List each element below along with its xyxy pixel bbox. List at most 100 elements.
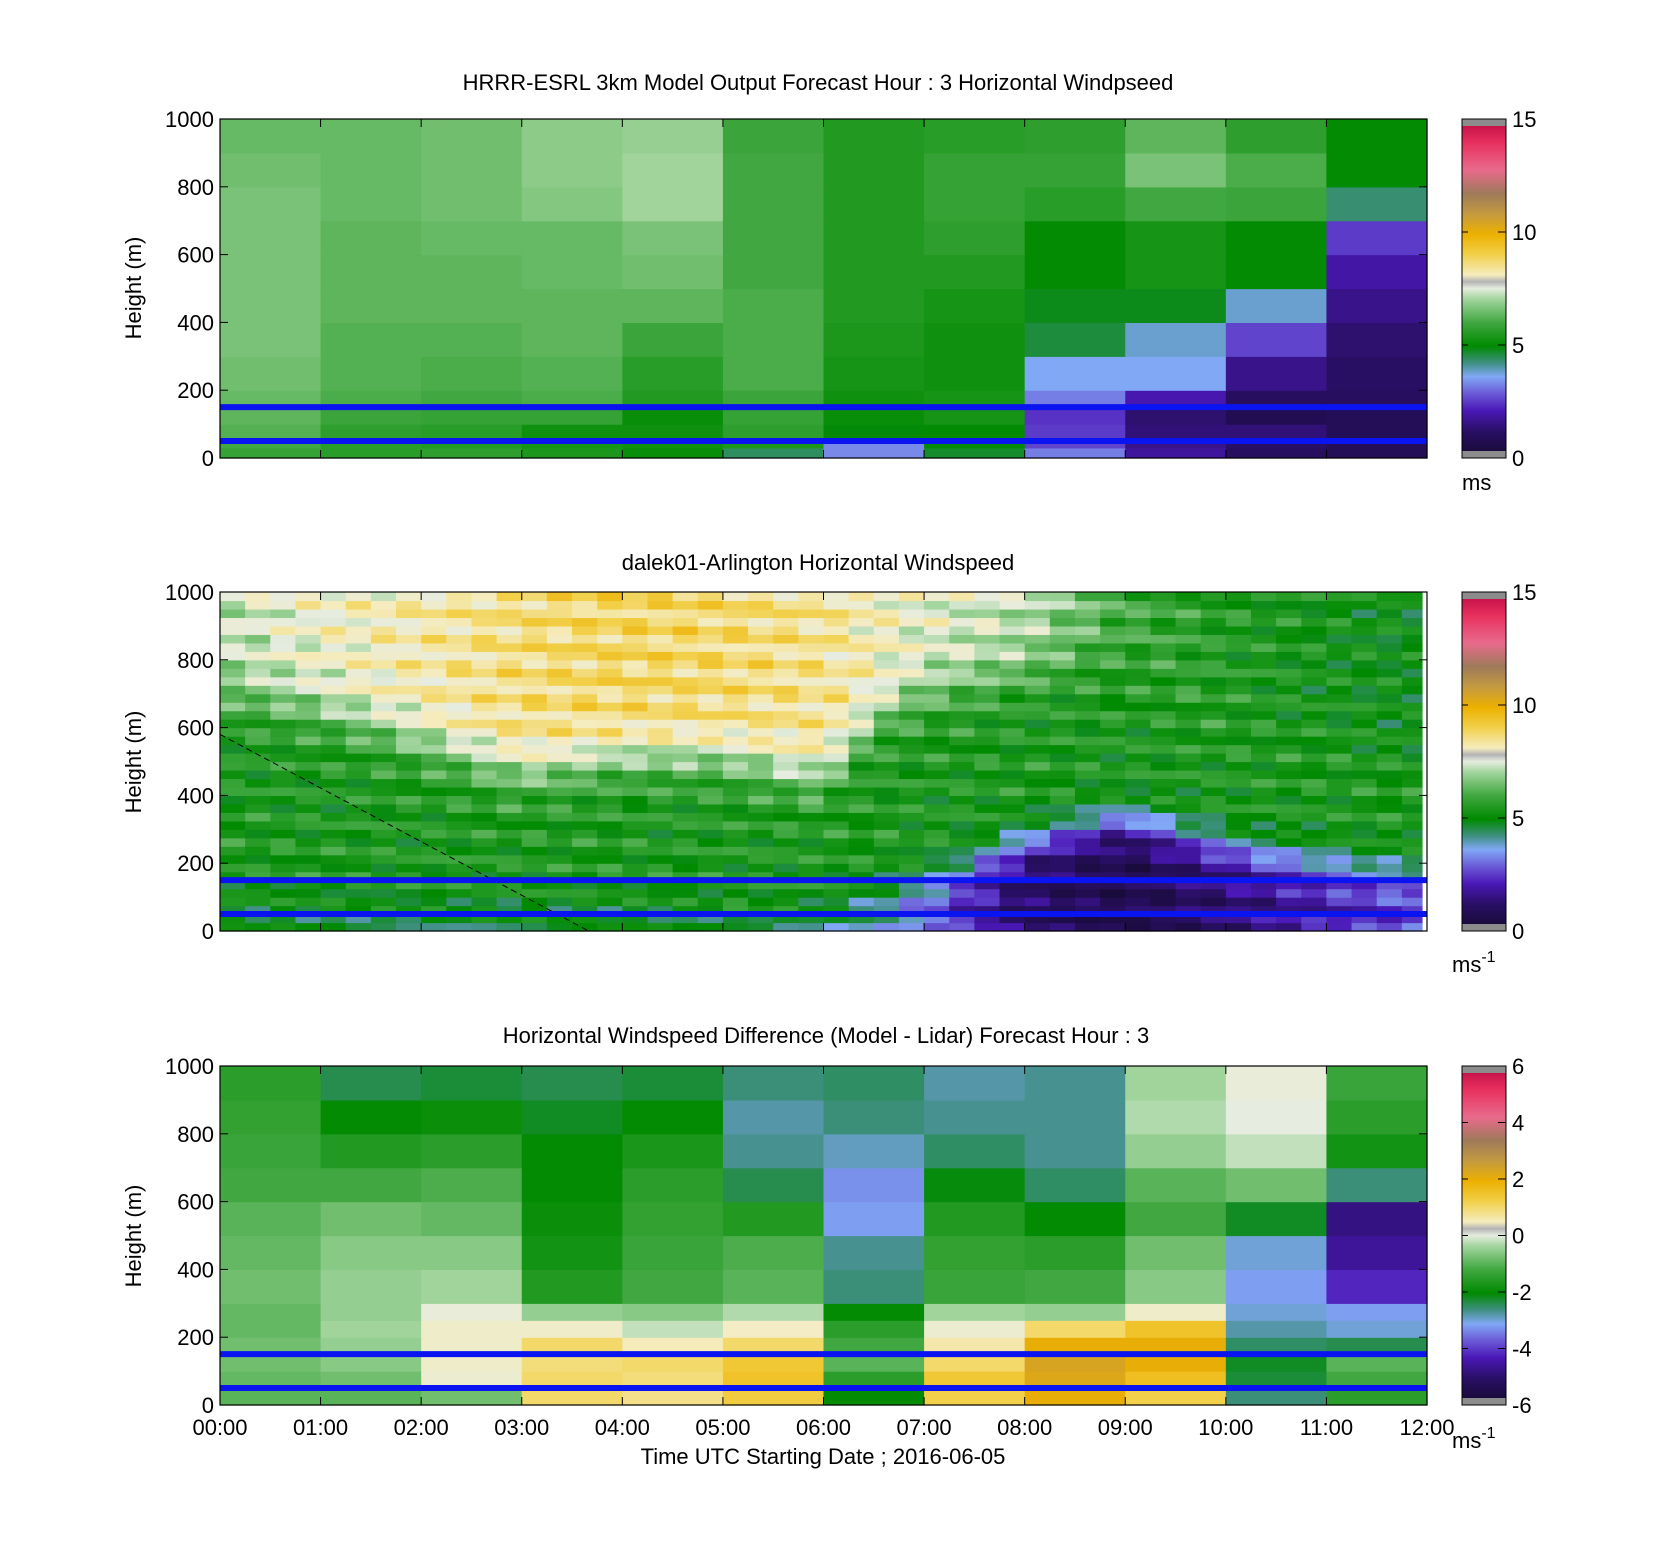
heatmap-cell	[1225, 1320, 1328, 1338]
heatmap-cell	[748, 854, 774, 864]
heatmap-cell	[320, 659, 347, 669]
heatmap-cell	[974, 736, 1001, 746]
heatmap-cell	[370, 651, 397, 661]
heatmap-cell	[1376, 871, 1403, 881]
heatmap-cell	[1125, 719, 1151, 729]
heatmap-cell	[1351, 914, 1378, 924]
heatmap-cell	[1276, 744, 1302, 754]
heatmap-cell	[697, 727, 724, 737]
heatmap-cell	[848, 888, 875, 898]
heatmap-cell	[798, 795, 825, 805]
heatmap-cell	[1326, 761, 1353, 771]
heatmap-cell	[1074, 753, 1101, 763]
heatmap-cell	[873, 608, 900, 619]
heatmap-cell	[1150, 736, 1177, 746]
heatmap-cell	[270, 761, 297, 771]
heatmap-cell	[597, 905, 623, 915]
heatmap-cell	[949, 795, 975, 805]
heatmap-cell	[773, 812, 799, 822]
heatmap-cell	[345, 769, 372, 780]
heatmap-cell	[1024, 719, 1051, 729]
heatmap-cell	[1326, 322, 1428, 357]
heatmap-cell	[773, 837, 799, 847]
heatmap-cell	[848, 880, 875, 890]
heatmap-cell	[1401, 600, 1423, 610]
heatmap-cell	[924, 702, 950, 712]
heatmap-cell	[446, 795, 473, 805]
heatmap-cell	[320, 1354, 422, 1372]
heatmap-cell	[1276, 685, 1302, 695]
heatmap-cell	[873, 778, 900, 788]
heatmap-cell	[949, 702, 975, 712]
heatmap-cell	[597, 829, 623, 839]
heatmap-cell	[798, 922, 825, 932]
heatmap-cell	[974, 702, 1001, 712]
heatmap-cell	[1024, 1099, 1126, 1135]
heatmap-cell	[572, 719, 598, 729]
x-tick-label: 03:00	[494, 1415, 549, 1440]
heatmap-cell	[572, 693, 598, 703]
heatmap-cell	[924, 812, 950, 822]
heatmap-cell	[1100, 769, 1126, 780]
heatmap-cell	[823, 1235, 925, 1270]
heatmap-cell	[1125, 407, 1227, 425]
heatmap-cell	[1326, 820, 1353, 830]
heatmap-cell	[1326, 702, 1353, 712]
heatmap-cell	[1225, 668, 1252, 678]
heatmap-cell	[848, 803, 875, 813]
heatmap-cell	[1024, 254, 1126, 290]
heatmap-cell	[320, 1303, 422, 1321]
heatmap-cell	[220, 753, 246, 763]
heatmap-cell	[1326, 659, 1353, 669]
heatmap-cell	[546, 608, 573, 619]
heatmap-cell	[345, 736, 372, 746]
heatmap-cell	[1024, 617, 1051, 627]
heatmap-cell	[295, 761, 322, 771]
heatmap-cell	[245, 642, 271, 652]
heatmap-cell	[1301, 786, 1328, 796]
heatmap-cell	[471, 914, 498, 924]
heatmap-cell	[1326, 753, 1353, 763]
heatmap-cell	[1351, 753, 1378, 763]
heatmap-cell	[1276, 871, 1302, 881]
heatmap-cell	[1351, 659, 1378, 669]
heatmap-cell	[1250, 897, 1277, 907]
heatmap-cell	[320, 753, 347, 763]
heatmap-cell	[245, 634, 271, 644]
heatmap-cell	[446, 812, 473, 822]
heatmap-cell	[1401, 719, 1423, 729]
heatmap-cell	[220, 642, 246, 652]
heatmap-cell	[1225, 753, 1252, 763]
heatmap-cell	[1125, 753, 1151, 763]
heatmap-cell	[999, 659, 1026, 669]
heatmap-cell	[320, 625, 347, 635]
heatmap-cell	[1200, 769, 1227, 780]
heatmap-cell	[597, 888, 623, 898]
heatmap-cell	[572, 710, 598, 720]
heatmap-cell	[949, 676, 975, 686]
heatmap-cell	[1100, 795, 1126, 805]
heatmap-cell	[798, 642, 825, 652]
heatmap-cell	[1200, 608, 1227, 619]
heatmap-cell	[295, 642, 322, 652]
heatmap-cell	[1376, 820, 1403, 830]
heatmap-cell	[471, 905, 498, 915]
heatmap-cell	[1024, 407, 1126, 425]
heatmap-cell	[320, 152, 422, 188]
heatmap-cell	[270, 922, 297, 932]
heatmap-cell	[1200, 702, 1227, 712]
heatmap-cell	[1100, 651, 1126, 661]
heatmap-cell	[471, 693, 498, 703]
heatmap-cell	[421, 888, 447, 898]
heatmap-cell	[1250, 922, 1277, 932]
heatmap-cell	[974, 897, 1001, 907]
heatmap-cell	[1024, 668, 1051, 678]
heatmap-cell	[320, 634, 347, 644]
heatmap-cell	[546, 600, 573, 610]
heatmap-cell	[873, 592, 900, 602]
heatmap-cell	[245, 617, 271, 627]
heatmap-cell	[1250, 778, 1277, 788]
heatmap-cell	[1351, 600, 1378, 610]
heatmap-cell	[597, 693, 623, 703]
heatmap-cell	[1024, 356, 1126, 391]
